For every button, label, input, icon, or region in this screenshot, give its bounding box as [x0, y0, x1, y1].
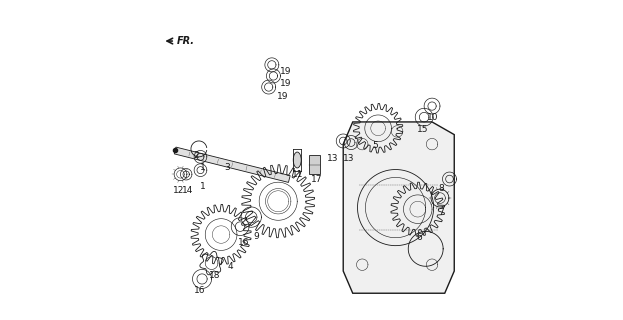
- Text: 15: 15: [417, 125, 429, 134]
- Text: 1: 1: [200, 164, 206, 172]
- Text: 19: 19: [280, 79, 292, 88]
- Polygon shape: [309, 155, 320, 174]
- Text: 1: 1: [200, 182, 206, 191]
- Text: 18: 18: [209, 271, 221, 280]
- Text: 9: 9: [253, 232, 259, 241]
- Text: 14: 14: [181, 186, 193, 195]
- Text: 16: 16: [194, 285, 206, 295]
- Text: 6: 6: [417, 233, 422, 242]
- Text: 7: 7: [439, 208, 444, 217]
- Text: 11: 11: [292, 170, 304, 179]
- Text: 10: 10: [427, 113, 439, 122]
- Text: 13: 13: [327, 154, 339, 163]
- Text: 13: 13: [343, 154, 354, 163]
- Polygon shape: [343, 122, 454, 293]
- Text: 8: 8: [439, 184, 444, 193]
- Text: 19: 19: [280, 67, 292, 76]
- Text: 5: 5: [372, 141, 378, 150]
- Text: 12: 12: [173, 186, 184, 195]
- Polygon shape: [174, 147, 290, 182]
- Text: 3: 3: [224, 164, 231, 172]
- Text: FR.: FR.: [177, 36, 194, 46]
- Text: 16: 16: [237, 238, 249, 247]
- Text: 17: 17: [310, 174, 322, 184]
- Text: 4: 4: [228, 262, 234, 271]
- Ellipse shape: [293, 152, 301, 168]
- Text: 19: 19: [277, 92, 288, 101]
- Text: 2: 2: [194, 151, 199, 160]
